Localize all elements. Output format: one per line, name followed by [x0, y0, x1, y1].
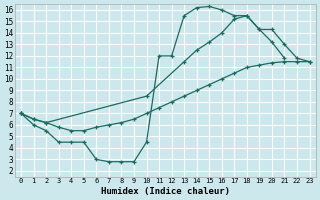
X-axis label: Humidex (Indice chaleur): Humidex (Indice chaleur): [101, 187, 230, 196]
